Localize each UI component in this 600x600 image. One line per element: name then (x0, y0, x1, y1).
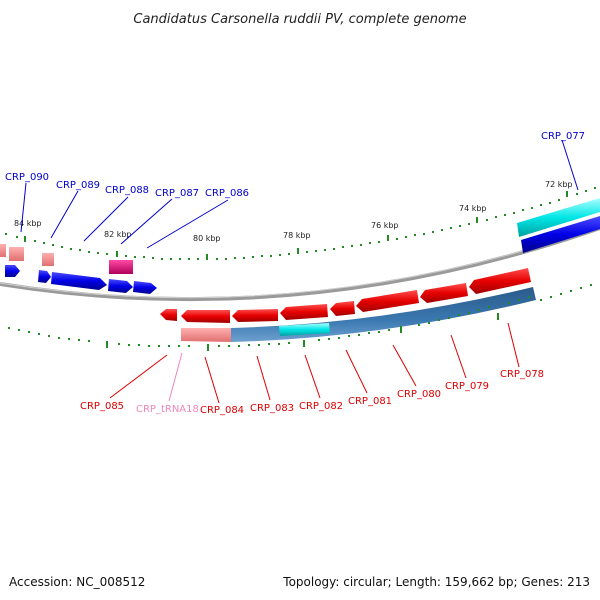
pseudo-feature[interactable] (109, 260, 133, 274)
trna-feature[interactable] (42, 253, 54, 266)
reverse-cds-arrow[interactable] (181, 310, 230, 323)
kbp-label: 82 kbp (104, 230, 132, 239)
gene-label[interactable]: CRP_077 (541, 131, 585, 142)
reverse-cds-arrow[interactable] (356, 290, 419, 312)
trna-feature[interactable] (0, 244, 6, 257)
leader-lines (20, 139, 579, 404)
reverse-cds-arrow[interactable] (232, 309, 278, 322)
gene-label[interactable]: CRP_tRNA18 (136, 404, 199, 415)
kbp-label: 72 kbp (545, 180, 573, 189)
kbp-label: 74 kbp (459, 204, 487, 213)
gene-label[interactable]: CRP_081 (348, 396, 392, 407)
gene-label[interactable]: CRP_079 (445, 381, 489, 392)
rrna-feature[interactable] (517, 198, 600, 237)
forward-cds-arrow[interactable] (51, 272, 107, 290)
reverse-cds-arrow[interactable] (280, 304, 328, 320)
forward-cds-arrow[interactable] (5, 265, 20, 277)
kbp-labels: 84 kbp 82 kbp 80 kbp 78 kbp 76 kbp 74 kb… (14, 180, 573, 243)
inner-tick-ring (8, 284, 592, 351)
trna-feature[interactable] (9, 247, 24, 261)
gene-label[interactable]: CRP_084 (200, 405, 244, 416)
inner-gene-labels: CRP_085 CRP_tRNA18 CRP_084 CRP_083 CRP_0… (80, 369, 544, 416)
kbp-label: 76 kbp (371, 221, 399, 230)
outer-gene-labels: CRP_090 CRP_089 CRP_088 CRP_087 CRP_086 … (5, 131, 585, 199)
forward-cds-arrow[interactable] (133, 281, 157, 294)
forward-strand-features (0, 198, 600, 294)
gene-label[interactable]: CRP_085 (80, 401, 124, 412)
accession-text: Accession: NC_008512 (9, 575, 145, 589)
map-title: Candidatus Carsonella ruddii PV, complet… (133, 12, 466, 27)
genome-backbone (0, 226, 600, 302)
kbp-label: 84 kbp (14, 219, 42, 228)
reverse-cds-arrow[interactable] (160, 309, 177, 321)
gene-label[interactable]: CRP_088 (105, 185, 149, 196)
gene-label[interactable]: CRP_082 (299, 401, 343, 412)
outer-tick-ring (5, 187, 596, 260)
reverse-cds-arrow[interactable] (469, 268, 531, 294)
reverse-cds-arrow[interactable] (330, 301, 355, 316)
gene-label[interactable]: CRP_080 (397, 389, 441, 400)
kbp-label: 78 kbp (283, 231, 311, 240)
reverse-strand-features (160, 268, 531, 323)
kbp-label: 80 kbp (193, 234, 221, 243)
forward-cds-feature[interactable] (521, 216, 600, 253)
gene-label[interactable]: CRP_090 (5, 172, 49, 183)
genome-summary-text: Topology: circular; Length: 159,662 bp; … (282, 575, 590, 589)
forward-cds-arrow[interactable] (38, 270, 51, 283)
rrna-feature[interactable] (279, 323, 330, 336)
gene-label[interactable]: CRP_087 (155, 188, 199, 199)
gc-skew-ring (181, 287, 536, 342)
forward-cds-arrow[interactable] (108, 279, 133, 293)
gene-label[interactable]: CRP_086 (205, 188, 249, 199)
gene-label[interactable]: CRP_083 (250, 403, 294, 414)
reverse-cds-arrow[interactable] (420, 283, 468, 303)
gene-label[interactable]: CRP_078 (500, 369, 544, 380)
gene-label[interactable]: CRP_089 (56, 180, 100, 191)
